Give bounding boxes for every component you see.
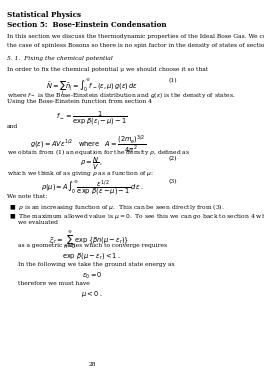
Text: $f_- = \dfrac{1}{\exp\,\beta(\epsilon_j - \mu) - 1}$: $f_- = \dfrac{1}{\exp\,\beta(\epsilon_j … [56,110,128,128]
Text: In order to fix the chemical potential μ we should choose it so that: In order to fix the chemical potential μ… [7,67,208,72]
Text: we evaluated: we evaluated [18,220,58,225]
Text: Section 5:  Bose-Einstein Condensation: Section 5: Bose-Einstein Condensation [7,21,166,29]
Text: Statistical Physics: Statistical Physics [7,11,81,19]
Text: (2): (2) [169,156,177,161]
Text: $\mathcal{Z}_r = \sum_{n=0}^{\infty} \exp\left\{\beta n(\mu - \epsilon_r)\right\: $\mathcal{Z}_r = \sum_{n=0}^{\infty} \ex… [48,229,129,251]
Text: $g(\epsilon) = AV\epsilon^{1/2} \quad \mathrm{where} \quad A = \dfrac{(2m_e)^{3/: $g(\epsilon) = AV\epsilon^{1/2} \quad \m… [30,133,147,154]
Text: 5. 1.  Fixing the chemical potential: 5. 1. Fixing the chemical potential [7,56,112,61]
Text: ■  The maximum allowed value is $\mu = 0$.  To see this we can go back to sectio: ■ The maximum allowed value is $\mu = 0$… [9,211,264,221]
Text: In this section we discuss the thermodynamic properties of the Ideal Bose Gas. W: In this section we discuss the thermodyn… [7,34,264,39]
Text: 28: 28 [88,362,96,367]
Text: $\mu < 0\;.$: $\mu < 0\;.$ [81,289,103,300]
Text: We note that:: We note that: [7,194,47,198]
Text: the case of spinless Bosons so there is no spin factor in the density of states : the case of spinless Bosons so there is … [7,43,264,48]
Text: therefore we must have: therefore we must have [18,281,89,286]
Text: Using the Bose-Einstein function from section 4: Using the Bose-Einstein function from se… [7,99,152,104]
Text: $\rho(\mu) = A\int_0^{\infty} \dfrac{\epsilon^{1/2}}{\exp\,\beta(\epsilon - \mu): $\rho(\mu) = A\int_0^{\infty} \dfrac{\ep… [41,179,143,198]
Text: In the following we take the ground state energy as: In the following we take the ground stat… [18,262,174,267]
Text: $\bar{N} = \sum_j \bar{n}_j = \int_0^{\infty} f_-(\epsilon, \mu)\,g(\epsilon)\,d: $\bar{N} = \sum_j \bar{n}_j = \int_0^{\i… [46,78,138,99]
Text: (1): (1) [168,78,177,83]
Text: (3): (3) [168,179,177,184]
Text: as a geometric series which to converge requires: as a geometric series which to converge … [18,243,167,248]
Text: where $f_-$ is the Bose-Einstein distribution and $g(\epsilon)$ is the density o: where $f_-$ is the Bose-Einstein distrib… [7,91,235,100]
Text: $\epsilon_0 = 0$: $\epsilon_0 = 0$ [82,271,102,281]
Text: ■  $\rho$ is an increasing function of $\mu$.  This can be seen directly from (3: ■ $\rho$ is an increasing function of $\… [9,203,224,212]
Text: we obtain from (1) an equation for the density $\rho$, defined as: we obtain from (1) an equation for the d… [7,147,190,157]
Text: which we think of as giving $\rho$ as a function of $\mu$:: which we think of as giving $\rho$ as a … [7,169,154,178]
Text: $\rho = \dfrac{N}{V}\;,$: $\rho = \dfrac{N}{V}\;,$ [80,156,104,172]
Text: $\exp\,\beta(\mu - \epsilon_r) < 1\;.$: $\exp\,\beta(\mu - \epsilon_r) < 1\;.$ [62,251,122,261]
Text: and: and [7,123,18,129]
